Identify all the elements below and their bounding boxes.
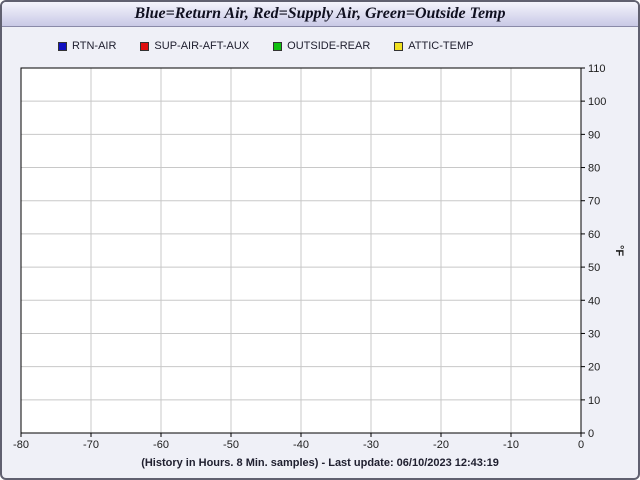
y-tick-label: 70: [588, 196, 600, 208]
legend-swatch-sup-air-aft-aux: [140, 41, 150, 51]
legend: RTN-AIR SUP-AIR-AFT-AUX OUTSIDE-REAR ATT…: [58, 39, 473, 53]
y-axis-title: °F: [613, 245, 625, 256]
legend-label-outside-rear: OUTSIDE-REAR: [287, 40, 371, 52]
legend-label-rtn-air: RTN-AIR: [72, 40, 117, 52]
x-tick-label: -30: [363, 439, 379, 451]
x-tick-label: -40: [293, 439, 309, 451]
title-bar: Blue=Return Air, Red=Supply Air, Green=O…: [2, 2, 638, 27]
y-tick-label: 0: [588, 428, 594, 440]
legend-item-outside-rear: OUTSIDE-REAR: [273, 40, 370, 52]
y-tick-label: 40: [588, 295, 600, 307]
legend-swatch-attic-temp: [394, 41, 404, 51]
legend-item-attic-temp: ATTIC-TEMP: [394, 40, 473, 52]
y-tick-label: 20: [588, 362, 600, 374]
legend-swatch-rtn-air: [58, 41, 67, 51]
x-tick-label: -70: [83, 439, 99, 451]
legend-item-rtn-air: RTN-AIR: [58, 40, 116, 52]
x-tick-label: -10: [503, 439, 519, 451]
y-tick-label: 30: [588, 328, 600, 340]
x-tick-label: -80: [13, 439, 29, 451]
y-tick-label: 80: [588, 163, 600, 175]
x-tick-label: 0: [578, 439, 584, 451]
y-tick-label: 50: [588, 262, 600, 274]
legend-label-sup-air-aft-aux: SUP-AIR-AFT-AUX: [154, 40, 250, 52]
x-tick-label: -50: [223, 439, 239, 451]
plot-border: [20, 67, 582, 434]
y-tick-label: 10: [588, 395, 600, 407]
x-tick-label: -60: [153, 439, 169, 451]
x-axis-title: (History in Hours. 8 Min. samples) - Las…: [141, 457, 499, 469]
legend-swatch-outside-rear: [273, 41, 283, 51]
legend-label-attic-temp: ATTIC-TEMP: [408, 40, 474, 52]
y-tick-label: 110: [588, 63, 606, 75]
legend-item-sup-air-aft-aux: SUP-AIR-AFT-AUX: [140, 40, 249, 52]
y-tick-label: 100: [588, 96, 606, 108]
y-tick-label: 60: [588, 229, 600, 241]
x-tick-label: -20: [433, 439, 449, 451]
y-tick-label: 90: [588, 129, 600, 141]
chart-title: Blue=Return Air, Red=Supply Air, Green=O…: [134, 5, 506, 22]
